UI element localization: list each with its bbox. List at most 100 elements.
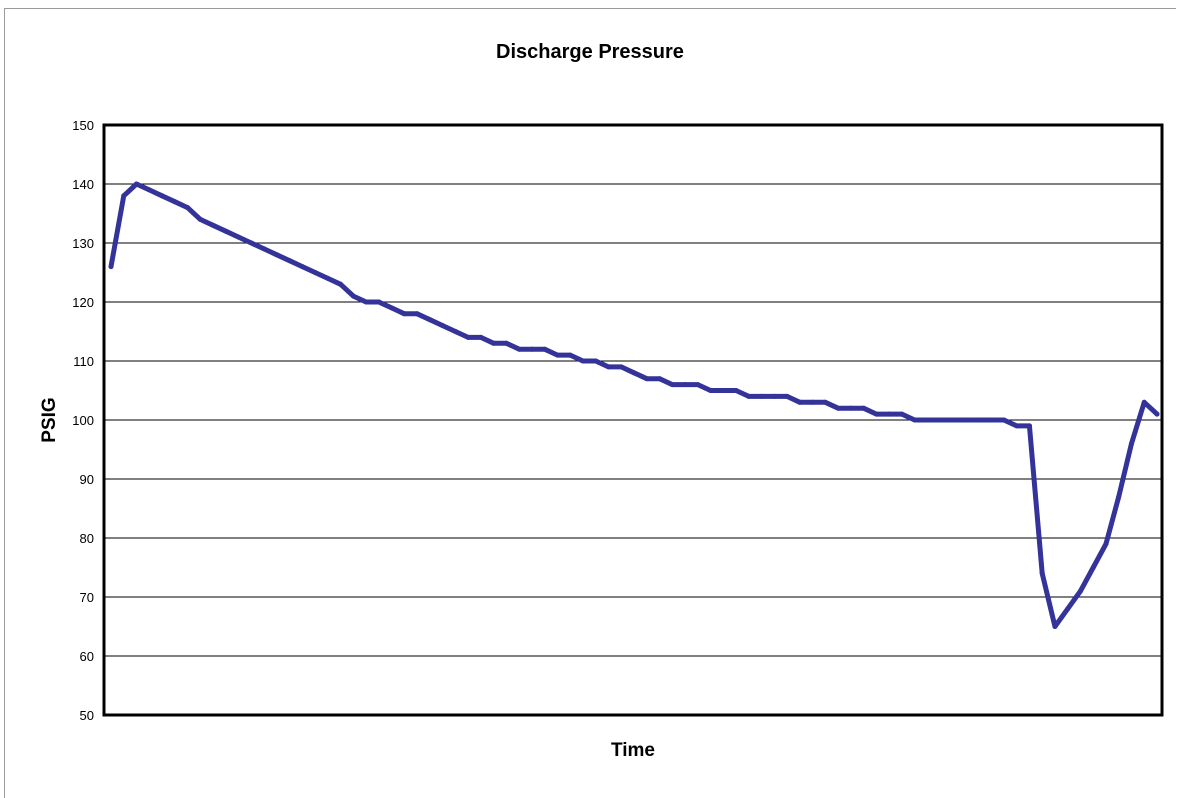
data-point	[1065, 606, 1071, 612]
data-point	[516, 346, 522, 352]
y-tick-label: 110	[73, 354, 94, 369]
data-point	[861, 405, 867, 411]
data-point	[899, 411, 905, 417]
data-point	[1039, 570, 1045, 576]
data-point	[1116, 494, 1122, 500]
y-tick-label: 80	[80, 531, 94, 546]
chart-frame	[4, 8, 1176, 798]
data-point	[631, 370, 637, 376]
data-point	[236, 234, 242, 240]
y-tick-label: 130	[72, 236, 94, 251]
data-point	[376, 299, 382, 305]
data-point	[605, 364, 611, 370]
data-point	[835, 405, 841, 411]
data-point	[389, 305, 395, 311]
data-point	[503, 340, 509, 346]
y-tick-label: 90	[80, 472, 94, 487]
y-tick-label: 50	[80, 708, 94, 723]
y-tick-label: 140	[72, 177, 94, 192]
data-point	[350, 293, 356, 299]
data-point	[478, 334, 484, 340]
data-point	[567, 352, 573, 358]
data-point	[427, 317, 433, 323]
chart-title: Discharge Pressure	[496, 41, 684, 63]
data-point	[886, 411, 892, 417]
data-points	[108, 181, 1160, 629]
data-point	[797, 399, 803, 405]
data-point	[1001, 417, 1007, 423]
y-tick-label: 70	[80, 590, 94, 605]
data-point	[274, 252, 280, 258]
data-point	[963, 417, 969, 423]
data-point	[644, 376, 650, 382]
data-point	[1103, 541, 1109, 547]
data-point	[784, 393, 790, 399]
data-point	[338, 281, 344, 287]
y-tick-label: 100	[72, 413, 94, 428]
data-point	[669, 382, 675, 388]
data-point	[848, 405, 854, 411]
data-point	[1128, 441, 1134, 447]
plot-area	[102, 123, 1164, 717]
data-point	[299, 264, 305, 270]
data-point	[771, 393, 777, 399]
data-point	[197, 216, 203, 222]
data-point	[542, 346, 548, 352]
data-point	[363, 299, 369, 305]
data-point	[822, 399, 828, 405]
data-point	[146, 187, 152, 193]
data-point	[708, 388, 714, 393]
y-axis-ticks: 50 60 70 80 90 100 110 120 130 140 150	[72, 118, 94, 723]
data-point	[682, 382, 688, 388]
data-point	[912, 417, 918, 423]
data-point	[988, 417, 994, 423]
data-point	[720, 388, 726, 393]
data-point	[759, 393, 765, 399]
data-point	[950, 417, 956, 423]
data-point	[580, 358, 586, 364]
data-point	[733, 388, 739, 393]
data-point	[108, 264, 114, 270]
data-point	[248, 240, 254, 246]
data-point	[1077, 588, 1083, 594]
data-point	[695, 382, 701, 388]
data-point	[529, 346, 535, 352]
y-tick-label: 120	[72, 295, 94, 310]
data-point	[491, 340, 497, 346]
y-axis-title: PSIG	[39, 397, 60, 442]
data-point	[1026, 423, 1032, 429]
data-point	[440, 323, 446, 329]
data-point	[975, 417, 981, 423]
data-point	[121, 193, 127, 199]
data-point	[261, 246, 267, 252]
y-tick-label: 150	[72, 118, 94, 133]
data-point	[1090, 565, 1096, 570]
data-point	[1141, 399, 1147, 405]
series-line	[108, 181, 1160, 629]
data-point	[1154, 411, 1160, 417]
y-tick-label: 60	[80, 649, 94, 664]
data-point	[873, 411, 879, 417]
data-point	[159, 193, 165, 199]
data-point	[554, 352, 560, 358]
data-point	[210, 222, 216, 228]
data-point	[593, 358, 599, 364]
data-point	[657, 376, 663, 382]
x-axis-title: Time	[611, 740, 655, 761]
data-point	[937, 417, 943, 423]
data-point	[924, 417, 930, 423]
data-point	[134, 181, 140, 187]
data-point	[1014, 423, 1020, 429]
data-point	[452, 329, 458, 334]
data-point	[1052, 624, 1058, 629]
data-point	[185, 205, 191, 211]
data-point	[223, 228, 229, 234]
data-point	[414, 311, 420, 317]
data-point	[312, 270, 318, 275]
data-point	[465, 334, 471, 340]
data-point	[810, 399, 816, 405]
data-point	[746, 393, 752, 399]
data-point	[172, 199, 178, 205]
data-point	[618, 364, 624, 370]
